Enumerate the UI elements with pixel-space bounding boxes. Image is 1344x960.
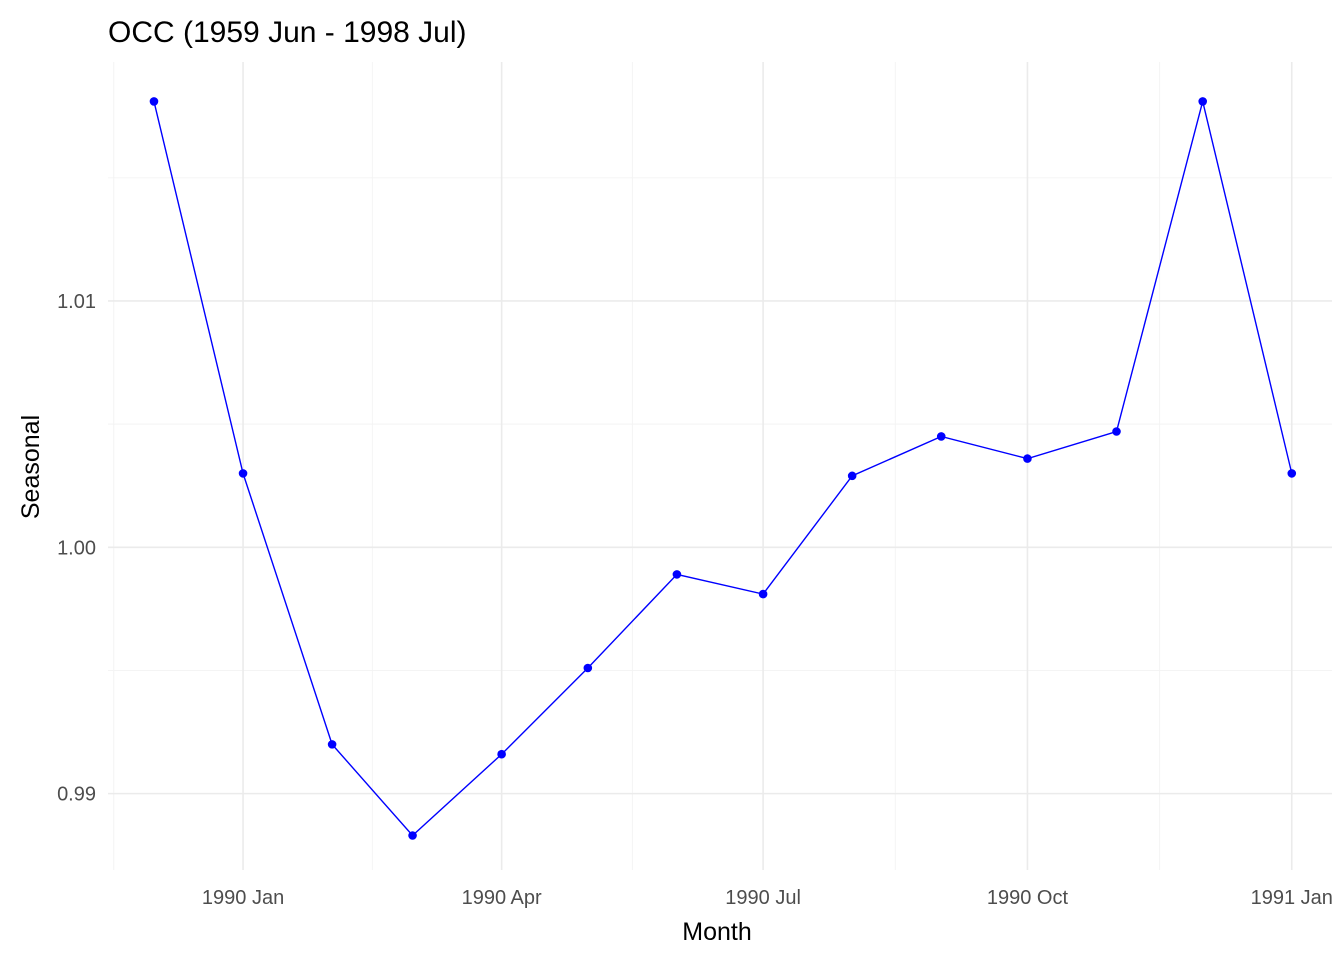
y-tick-label: 1.00 [57,537,96,559]
x-tick-label: 1990 Apr [462,887,542,909]
data-point [847,471,857,481]
x-tick-label: 1990 Jan [202,887,284,909]
data-point [238,469,248,478]
data-point [936,432,946,441]
data-point [408,831,417,840]
y-tick-label: 1.01 [57,291,96,313]
x-axis-ticks: 1990 Jan 1990 Apr 1990 Jul 1990 Oct 1991 Jan [202,887,1333,909]
data-point [1112,427,1121,436]
data-point [583,663,593,673]
x-axis-title: Month [682,918,751,946]
x-tick-label: 1991 Jan [1251,887,1333,909]
data-point [672,570,682,579]
data-point [497,749,506,759]
data-point [327,740,337,749]
data-point [1198,97,1208,106]
series-line [153,101,1293,837]
x-tick-label: 1990 Oct [987,887,1069,909]
data-point [1023,454,1032,463]
y-axis-ticks: 0.99 1.00 1.01 [57,291,96,806]
y-axis-title: Seasonal [17,415,45,519]
data-point [758,589,768,599]
chart-title: OCC (1959 Jun - 1998 Jul) [108,16,467,49]
data-series [149,97,1297,840]
gridlines [108,62,1332,870]
x-tick-label: 1990 Jul [725,887,801,909]
y-tick-label: 0.99 [57,784,96,806]
data-point [149,97,159,106]
data-point [1287,469,1297,478]
